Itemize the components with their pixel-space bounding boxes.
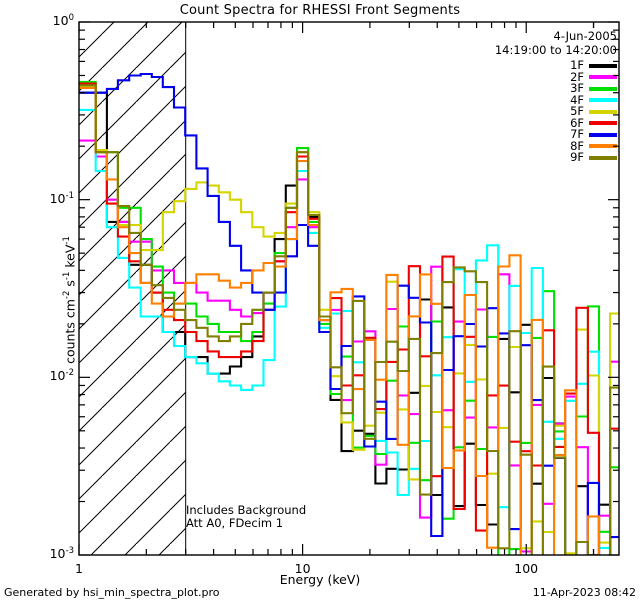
legend-item: 3F (570, 81, 617, 95)
legend-item: 2F (570, 69, 617, 84)
legend-item-label: 1F (570, 58, 584, 72)
footer-timestamp: 11-Apr-2023 08:42 (532, 586, 636, 599)
legend-item: 1F (570, 58, 617, 72)
legend-item-label: 5F (570, 104, 584, 118)
legend-color-swatch (589, 86, 617, 91)
legend-color-swatch (589, 75, 617, 80)
legend-item-label: 3F (570, 81, 584, 95)
legend-item-label: 8F (570, 138, 584, 153)
legend-item-label: 2F (570, 69, 584, 84)
legend-color-swatch (589, 98, 617, 103)
plot-annotation: Includes Background Att A0, FDecim 1 (186, 504, 306, 530)
legend: 1F 2F 3F 4F 5F 6F 7F 8F 9F (570, 58, 617, 164)
legend-color-swatch (589, 63, 617, 68)
legend-item-label: 6F (570, 115, 584, 130)
legend-color-swatch (589, 144, 617, 149)
x-axis-label: Energy (keV) (279, 572, 361, 587)
legend-color-swatch (589, 109, 617, 114)
legend-item: 9F (570, 150, 617, 164)
annotation-line-2: Att A0, FDecim 1 (186, 516, 284, 530)
legend-color-swatch (589, 121, 617, 126)
legend-item: 6F (570, 115, 617, 130)
annotation-line-1: Includes Background (186, 503, 307, 517)
axis-ticks (78, 21, 619, 556)
page-title: Count Spectra for RHESSI Front Segments (179, 3, 461, 18)
plot-frame (78, 21, 620, 556)
legend-item: 8F (570, 138, 617, 153)
observation-time-range: 14:19:00 to 14:20:00 (494, 42, 617, 57)
legend-item-label: 9F (570, 150, 584, 164)
legend-item-label: 7F (570, 127, 584, 141)
spectrum-line-8f (79, 86, 601, 555)
legend-item: 4F (570, 92, 617, 107)
spectrum-line-9f (79, 84, 619, 555)
legend-item: 5F (570, 104, 617, 118)
series-group (79, 72, 619, 555)
observation-date: 4-Jun-2005 (553, 29, 618, 43)
legend-item: 7F (570, 127, 617, 141)
legend-color-swatch (589, 155, 617, 160)
legend-item-label: 4F (570, 92, 584, 107)
legend-color-swatch (589, 132, 617, 137)
footer-generator: Generated by hsi_min_spectra_plot.pro (4, 586, 220, 599)
observation-header: 4-Jun-2005 14:19:00 to 14:20:00 (494, 29, 618, 57)
